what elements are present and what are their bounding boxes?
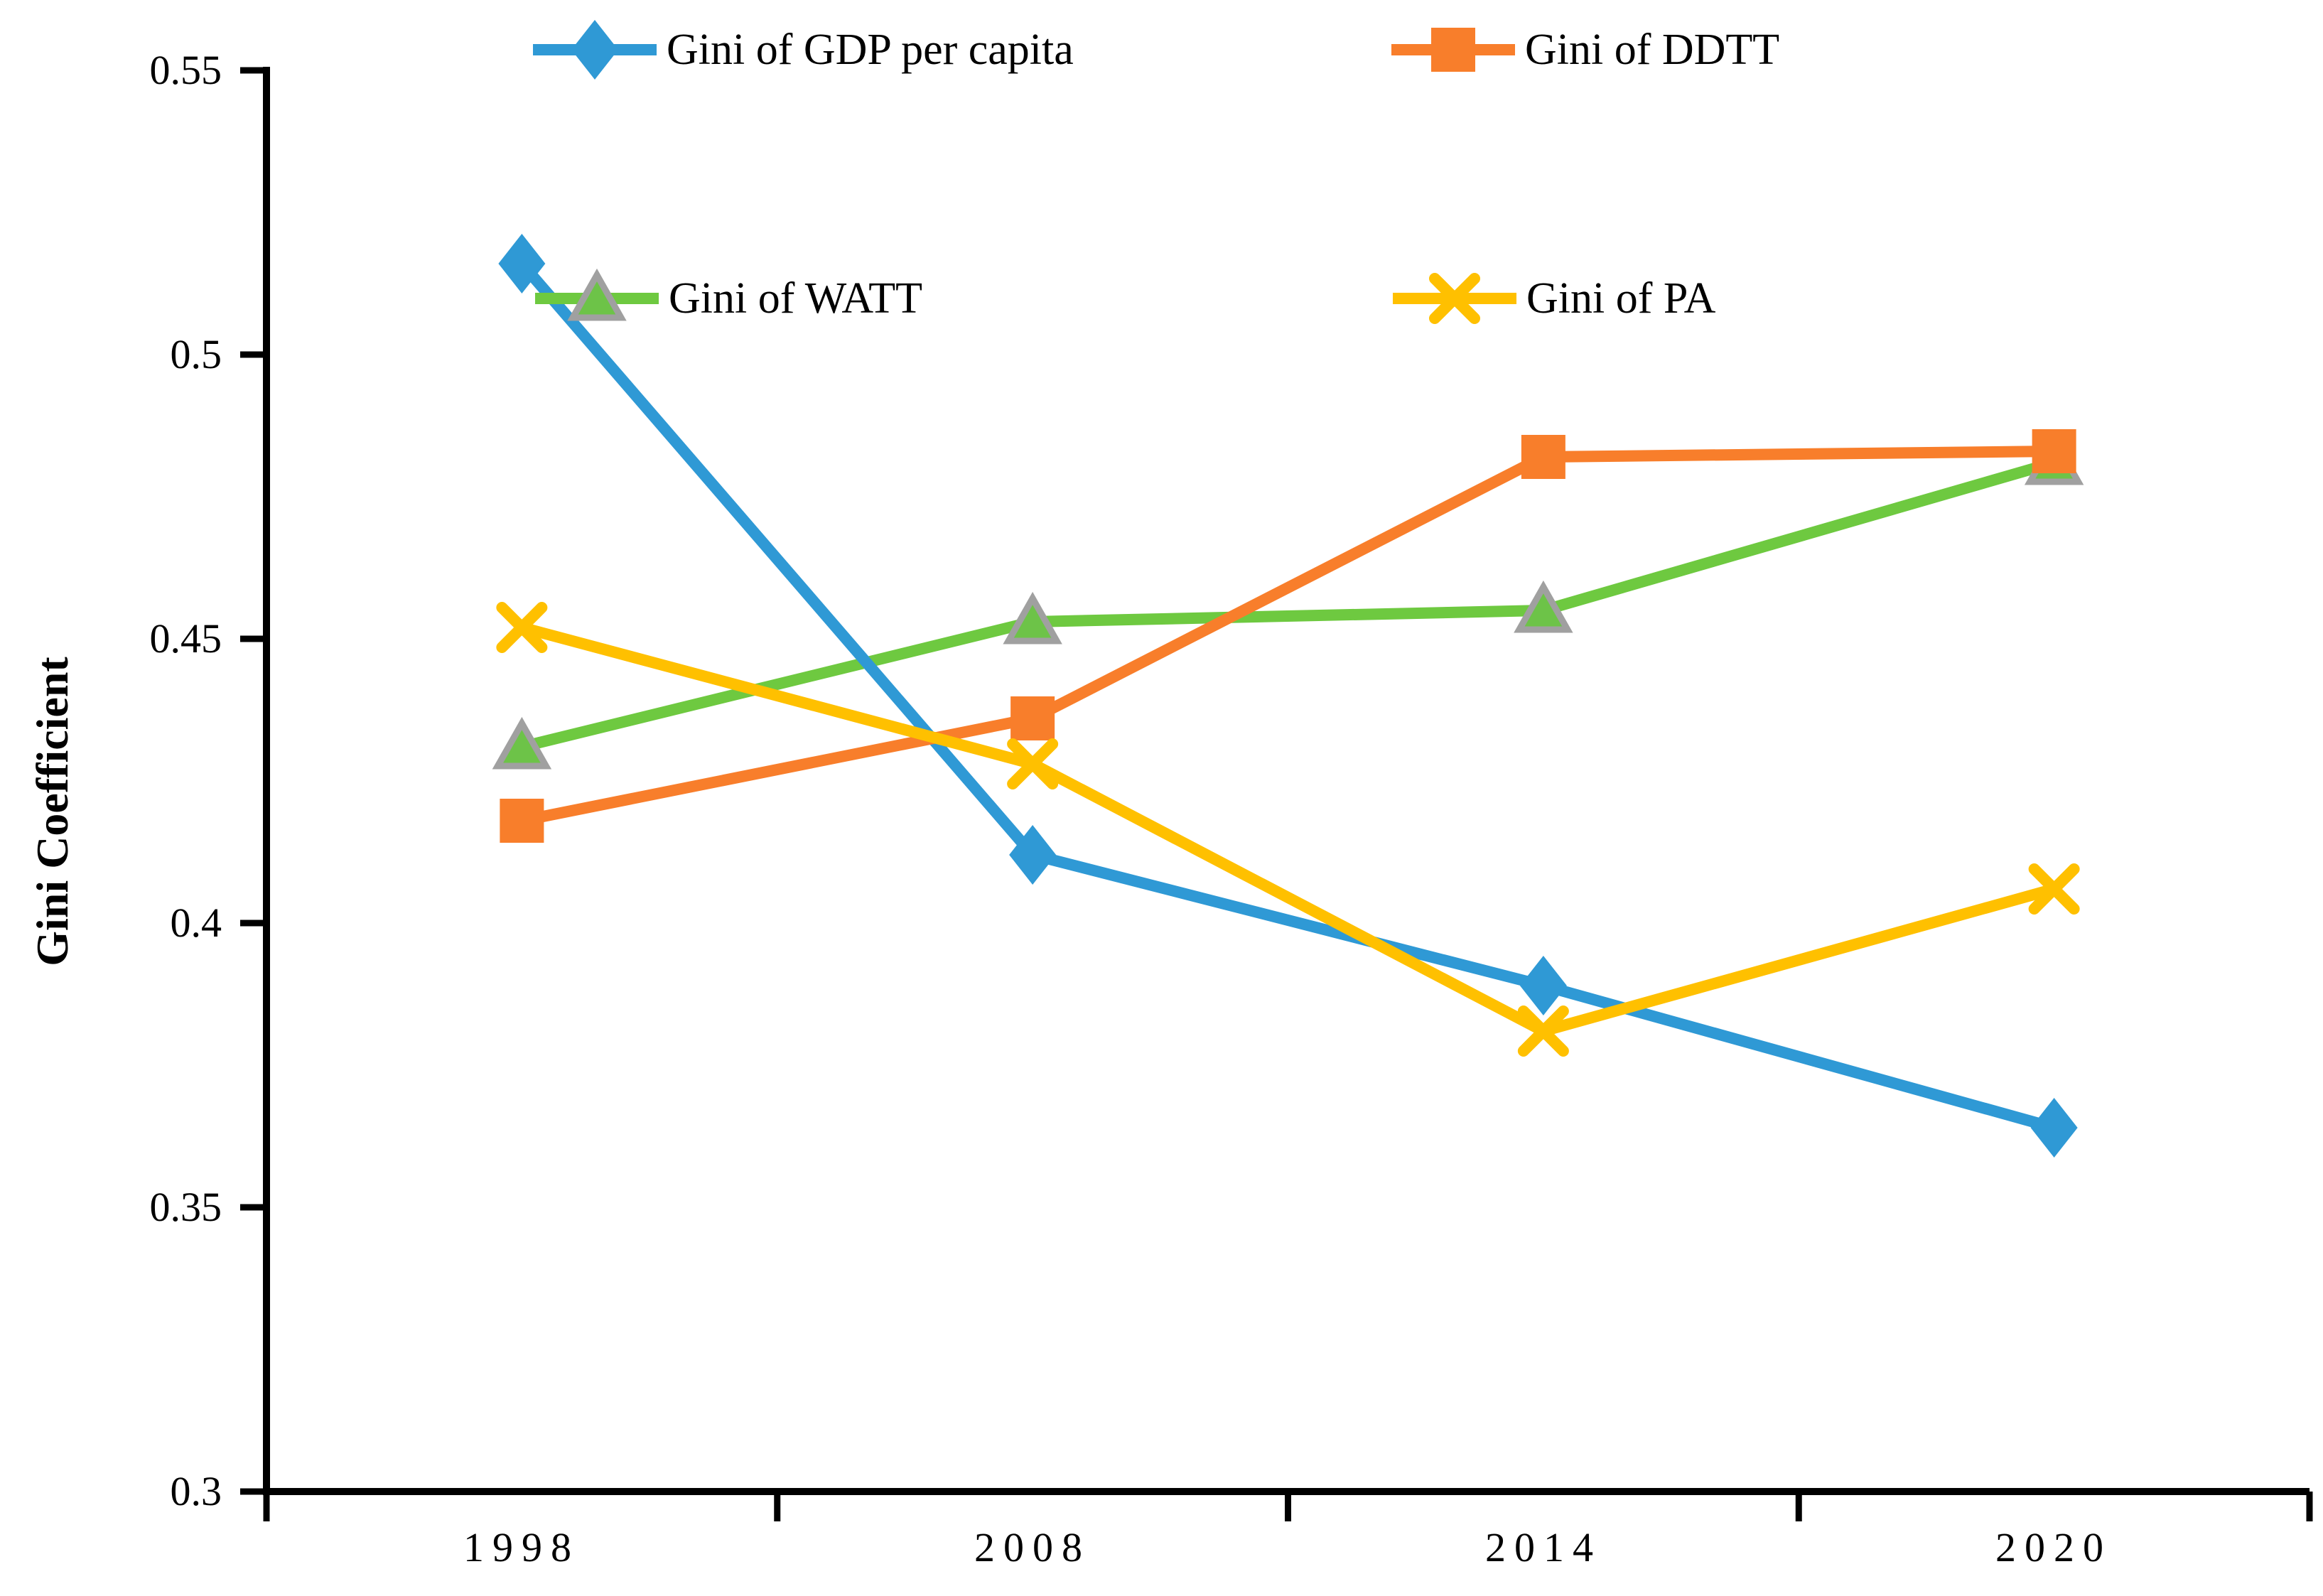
series-line xyxy=(516,258,2060,1133)
diamond-marker xyxy=(1009,825,1057,885)
diamond-marker xyxy=(1519,956,1567,1015)
legend-label: Gini of DDTT xyxy=(1525,25,1780,74)
x-marker xyxy=(1007,738,1059,789)
y-tick-label: 0.35 xyxy=(149,1184,222,1230)
y-tick-label: 0.3 xyxy=(170,1468,222,1514)
x-marker xyxy=(496,602,548,653)
x-marker xyxy=(1517,1005,1569,1057)
series-line xyxy=(516,457,2060,753)
diamond-marker xyxy=(571,20,618,80)
series-line xyxy=(516,622,2060,1037)
triangle-marker xyxy=(567,268,627,321)
diamond-marker xyxy=(498,234,546,293)
y-tick-label: 0.4 xyxy=(170,900,222,946)
legend-marker-triangle xyxy=(535,268,659,321)
series-gini-of-gdp-per-capita xyxy=(498,234,2078,1158)
square-marker xyxy=(1431,28,1475,72)
series-gini-of-pa xyxy=(496,602,2080,1057)
square-marker xyxy=(1521,435,1565,479)
legend-item-ddtt: Gini of DDTT xyxy=(1386,18,1779,82)
legend-marker-diamond xyxy=(533,20,657,80)
y-tick-label: 0.5 xyxy=(170,331,222,377)
square-marker xyxy=(2032,429,2076,473)
x-marker xyxy=(2028,863,2080,915)
legend-item-pa: Gini of PA xyxy=(1387,266,1715,330)
x-marker xyxy=(1429,273,1480,324)
x-tick-label: 1998 xyxy=(463,1524,580,1570)
triangle-marker xyxy=(1514,580,1573,633)
triangle-marker xyxy=(492,716,552,770)
x-tick-label: 2014 xyxy=(1485,1524,1602,1570)
legend-label: Gini of WATT xyxy=(669,274,923,323)
series-line xyxy=(516,446,2060,826)
square-marker xyxy=(1010,696,1055,740)
legend-item-watt: Gini of WATT xyxy=(529,266,922,330)
series-gini-of-ddtt xyxy=(500,429,2076,843)
legend-marker-square xyxy=(1391,28,1515,72)
series-gini-of-watt xyxy=(492,432,2084,770)
diamond-marker xyxy=(2030,1098,2078,1158)
triangle-marker xyxy=(1003,591,1062,645)
legend-label: Gini of PA xyxy=(1526,274,1716,323)
legend-marker-x xyxy=(1393,273,1516,324)
square-marker xyxy=(500,799,544,843)
x-tick-label: 2008 xyxy=(974,1524,1091,1570)
y-axis-title: Gini Coefficient xyxy=(27,657,77,966)
legend-label: Gini of GDP per capita xyxy=(667,25,1074,74)
legend-item-gdp-per-capita: Gini of GDP per capita xyxy=(527,18,1074,82)
y-tick-label: 0.55 xyxy=(149,47,222,93)
y-tick-label: 0.45 xyxy=(149,615,222,662)
x-tick-label: 2020 xyxy=(1995,1524,2112,1570)
